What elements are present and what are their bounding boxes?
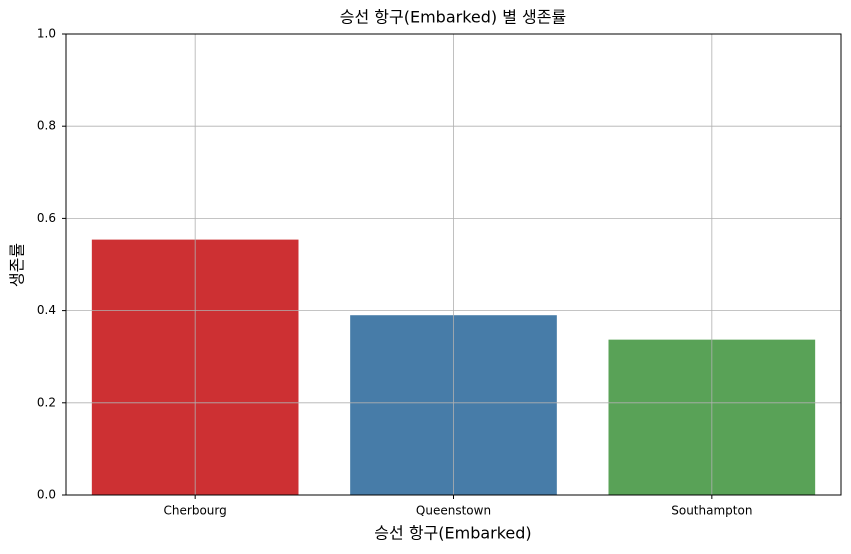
x-tick-label: Southampton — [671, 504, 752, 518]
x-tick-label: Cherbourg — [164, 504, 227, 518]
y-tick-label: 1.0 — [37, 27, 56, 41]
x-axis-label: 승선 항구(Embarked) — [374, 524, 531, 543]
y-tick-label: 0.6 — [37, 211, 56, 225]
y-axis-label: 생존률 — [8, 243, 27, 287]
y-tick-label: 0.8 — [37, 119, 56, 133]
y-tick-label: 0.2 — [37, 395, 56, 409]
plot-frame — [65, 33, 842, 496]
y-tick-label: 0.0 — [37, 488, 56, 502]
chart-title: 승선 항구(Embarked) 별 생존률 — [340, 8, 566, 27]
x-tick-label: Queenstown — [416, 504, 491, 518]
y-tick-label: 0.4 — [37, 303, 56, 317]
